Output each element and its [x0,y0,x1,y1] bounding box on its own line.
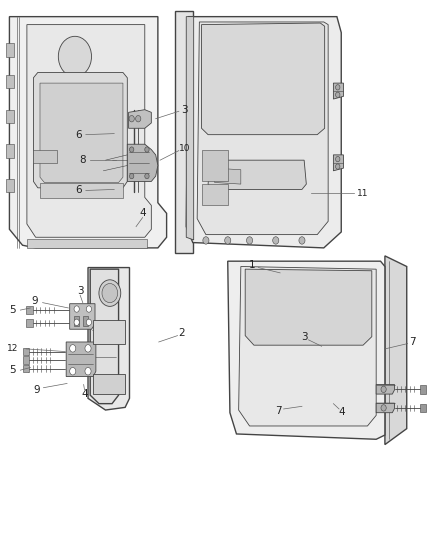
Polygon shape [129,110,151,128]
Polygon shape [376,403,395,413]
Bar [23,348,29,356]
Circle shape [130,173,134,179]
Circle shape [145,147,149,152]
Polygon shape [376,384,395,394]
Polygon shape [88,268,130,410]
Polygon shape [33,72,127,188]
Polygon shape [385,256,407,445]
Circle shape [336,164,340,169]
Text: 12: 12 [7,344,18,353]
Polygon shape [239,266,376,426]
Circle shape [130,147,134,152]
Polygon shape [186,17,194,240]
Text: 4: 4 [81,389,88,399]
Bar [23,357,29,364]
Bar [6,110,14,123]
Circle shape [381,386,386,392]
Polygon shape [175,11,193,253]
Circle shape [70,345,76,352]
Polygon shape [245,269,372,345]
Polygon shape [127,144,158,181]
Circle shape [136,116,141,122]
Circle shape [336,85,340,90]
Circle shape [85,345,91,352]
Circle shape [273,237,279,244]
Text: 2: 2 [179,328,185,338]
Polygon shape [333,83,343,99]
Circle shape [225,237,231,244]
Circle shape [85,368,91,375]
Polygon shape [93,320,125,344]
Polygon shape [197,22,328,235]
Circle shape [102,284,118,303]
Text: 7: 7 [275,406,282,416]
Text: 7: 7 [409,337,416,347]
Text: 9: 9 [32,296,39,306]
Bar [26,306,32,314]
Bar [420,403,426,412]
Polygon shape [10,17,166,248]
Polygon shape [70,304,95,329]
Circle shape [247,237,253,244]
Text: 3: 3 [77,286,84,296]
Polygon shape [201,23,325,135]
Text: 5: 5 [9,305,16,315]
Text: 11: 11 [357,189,368,198]
Circle shape [129,116,134,122]
Bar [26,319,32,327]
Circle shape [86,319,92,326]
Text: 6: 6 [75,185,82,196]
Circle shape [74,306,79,312]
Text: 3: 3 [181,104,187,115]
Circle shape [336,92,340,98]
Circle shape [336,157,340,162]
Polygon shape [215,168,241,184]
Circle shape [299,237,305,244]
Bar [6,43,14,56]
Polygon shape [40,182,123,198]
Polygon shape [90,269,119,403]
Polygon shape [208,160,306,189]
Bar [83,317,88,326]
Text: 4: 4 [338,407,345,417]
Bar [27,239,147,248]
Text: 8: 8 [79,155,86,165]
Text: 5: 5 [9,365,16,375]
Text: 4: 4 [139,208,146,219]
Text: 3: 3 [301,332,307,342]
Text: 1: 1 [248,261,255,270]
Polygon shape [33,150,57,163]
Circle shape [86,306,92,312]
Text: 10: 10 [179,144,191,153]
Polygon shape [228,261,385,439]
Polygon shape [201,184,228,205]
Circle shape [99,280,121,306]
Ellipse shape [273,352,300,365]
Circle shape [74,319,79,326]
Circle shape [203,237,209,244]
Polygon shape [333,155,343,171]
Bar [23,365,29,372]
Circle shape [381,405,386,411]
Bar [6,179,14,192]
Text: 6: 6 [75,130,82,140]
Polygon shape [66,342,96,376]
Circle shape [58,36,92,77]
Circle shape [70,368,76,375]
Text: 9: 9 [33,385,40,395]
Bar [74,317,79,326]
Circle shape [145,173,149,179]
Bar [6,75,14,88]
Polygon shape [40,83,123,182]
Bar [93,374,125,394]
Bar [420,385,426,393]
Polygon shape [186,17,341,248]
Polygon shape [201,150,228,181]
Bar [6,144,14,158]
Polygon shape [27,25,151,237]
